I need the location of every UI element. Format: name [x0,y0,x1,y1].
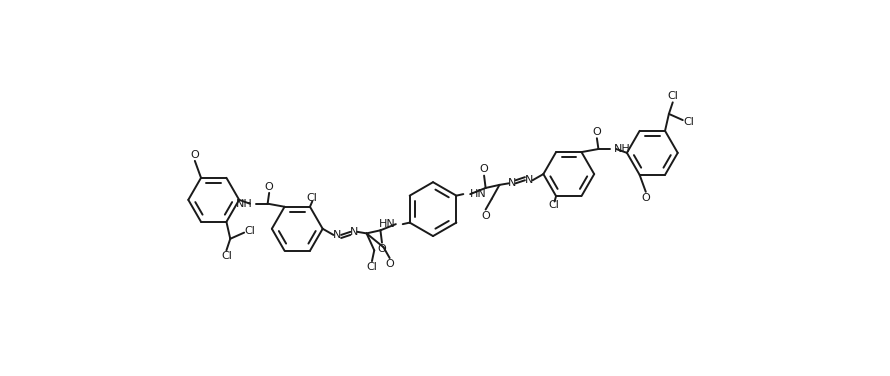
Text: Cl: Cl [548,200,559,210]
Text: Cl: Cl [684,117,694,127]
Text: Cl: Cl [221,252,232,261]
Text: O: O [480,164,489,174]
Text: O: O [593,127,602,137]
Text: Cl: Cl [367,262,377,272]
Text: O: O [265,182,273,192]
Text: HN: HN [379,219,396,229]
Text: O: O [385,259,394,269]
Text: NH: NH [614,144,631,154]
Text: N: N [507,178,516,188]
Text: N: N [350,227,359,237]
Text: O: O [377,244,386,254]
Text: NH: NH [236,199,252,209]
Text: O: O [190,150,199,160]
Text: N: N [524,175,533,185]
Text: Cl: Cl [307,193,318,203]
Text: HN: HN [470,189,487,199]
Text: Cl: Cl [668,91,678,101]
Text: O: O [642,193,651,203]
Text: O: O [481,211,490,221]
Text: Cl: Cl [245,226,255,236]
Text: N: N [333,230,342,240]
